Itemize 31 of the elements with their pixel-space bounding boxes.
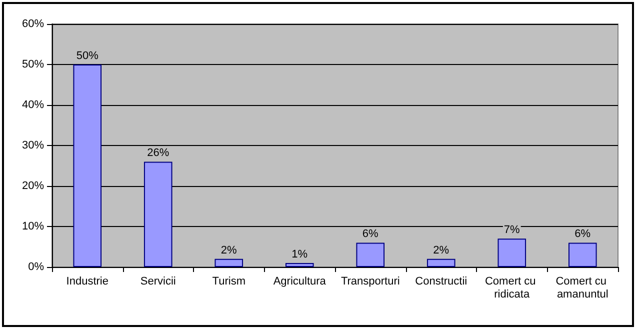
y-tick-label: 0%: [28, 261, 44, 273]
x-tick-label: Industrie: [66, 276, 108, 288]
x-tick-label: Transporturi: [340, 276, 400, 288]
data-label: 1%: [292, 248, 308, 260]
y-tick-label: 20%: [22, 180, 44, 192]
x-tick-label: Turism: [212, 276, 246, 288]
data-label: 2%: [220, 244, 238, 256]
bar: [498, 238, 526, 267]
x-tick-label: Comert cu ridicata: [484, 276, 539, 300]
data-label: 2%: [433, 244, 450, 256]
data-label: 50%: [76, 50, 99, 62]
x-tick-label: Agricultura: [273, 276, 327, 288]
bar: [426, 258, 456, 267]
y-tick-label: 60%: [22, 18, 44, 30]
x-tick-label: Comert cu amanuntul: [556, 276, 610, 300]
y-tick-label: 30%: [22, 140, 44, 152]
data-label: 26%: [147, 147, 170, 160]
bar: [144, 162, 172, 267]
data-label: 7%: [504, 224, 520, 236]
y-tick-label: 40%: [22, 99, 44, 111]
bar: [73, 64, 102, 267]
y-tick-label: 10%: [22, 220, 44, 232]
bar: [285, 262, 314, 267]
x-tick-label: Constructii: [415, 276, 468, 288]
data-label: 6%: [574, 228, 591, 240]
bar: [568, 242, 597, 267]
bar: [214, 258, 244, 267]
data-label: 6%: [362, 228, 379, 240]
x-tick-label: Servicii: [140, 276, 176, 288]
bar: [356, 242, 385, 267]
y-tick-label: 50%: [22, 58, 44, 70]
